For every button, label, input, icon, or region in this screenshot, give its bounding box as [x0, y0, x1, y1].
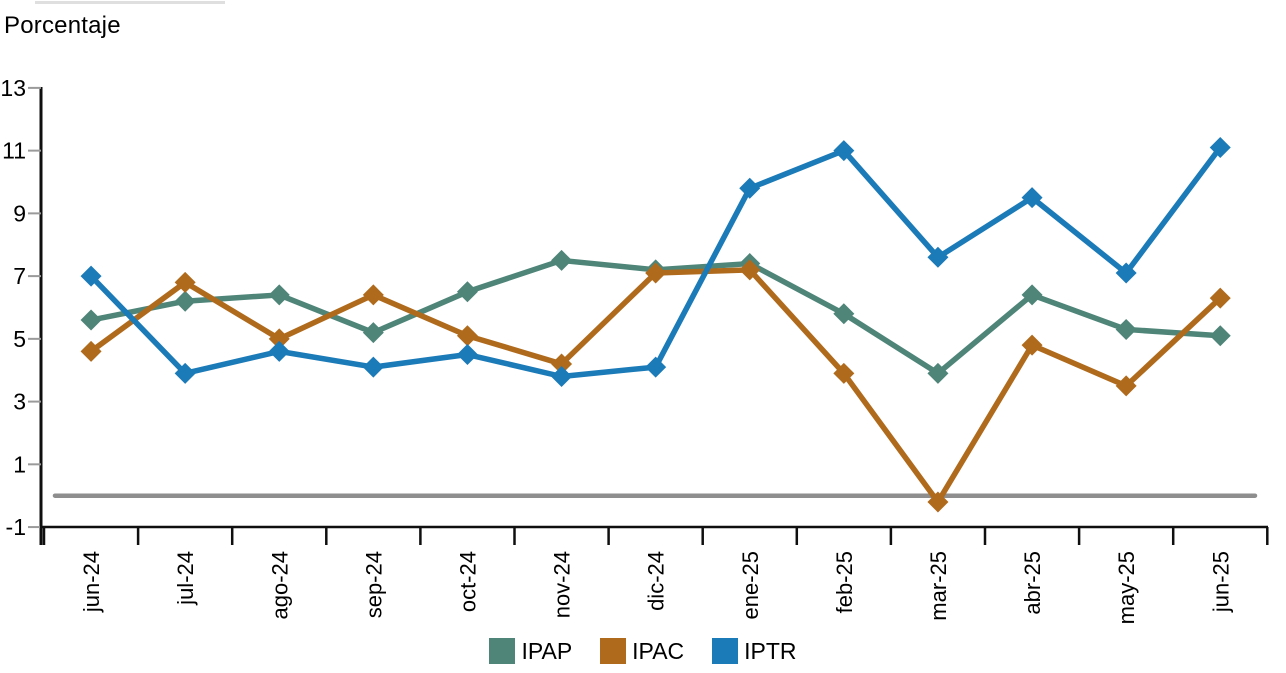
series-ipac-marker [645, 262, 667, 284]
legend-label: IPTR [744, 637, 797, 664]
series-ipac-marker [1209, 287, 1231, 309]
x-tick-label: dic-24 [644, 551, 669, 611]
series-ipac-marker [1115, 375, 1137, 397]
y-axis-ticks: 13 11 9 7 5 3 1 -1 [0, 75, 41, 540]
chart-legend: IPAP IPAC IPTR [0, 634, 1286, 668]
x-tick-label: feb-25 [832, 551, 857, 613]
y-tick-label: 7 [13, 263, 26, 289]
series-ipap-marker [833, 303, 855, 325]
x-tick-label: may-25 [1114, 551, 1139, 624]
series-ipap-marker [80, 309, 102, 331]
series-ipac-marker [739, 259, 761, 281]
series-iptr [80, 136, 1231, 387]
series-iptr-marker [927, 246, 949, 268]
y-tick-label: -1 [6, 514, 26, 540]
series-ipac-marker [362, 284, 384, 306]
cropped-text-artifact [35, 1, 225, 4]
y-tick-label: 11 [2, 138, 26, 164]
series-iptr-marker [551, 365, 573, 387]
y-axis-title: Porcentaje [4, 12, 121, 39]
x-tick-label: jun-24 [79, 551, 104, 613]
series-ipap-marker [1209, 325, 1231, 347]
series-ipac-marker [80, 340, 102, 362]
series-ipac-marker [833, 362, 855, 384]
series-iptr-marker [1021, 187, 1043, 209]
x-tick-label: jun-25 [1208, 551, 1233, 613]
x-axis-ticks [42, 527, 1269, 545]
y-tick-label: 3 [13, 389, 26, 415]
x-tick-label: mar-25 [926, 551, 951, 621]
x-tick-label: sep-24 [361, 551, 386, 618]
legend-label: IPAP [521, 637, 573, 664]
series-ipap-marker [174, 290, 196, 312]
series-ipac-marker [1021, 334, 1043, 356]
series-ipap-marker [551, 249, 573, 271]
series-ipac-marker [456, 325, 478, 347]
legend-swatch-iptr [712, 638, 739, 664]
x-axis-labels: jun-24 jul-24 ago-24 sep-24 oct-24 nov-24 dic-… [79, 551, 1233, 624]
legend-label: IPAC [632, 637, 685, 664]
series-ipap-marker [1021, 284, 1043, 306]
series-ipap-marker [362, 322, 384, 344]
legend-item-ipac: IPAC [600, 638, 684, 665]
x-tick-label: ene-25 [738, 551, 763, 620]
series-iptr-marker [456, 344, 478, 366]
series-iptr-marker [174, 362, 196, 384]
x-tick-label: oct-24 [455, 551, 480, 612]
y-tick-label: 13 [0, 75, 26, 101]
series-ipac-marker [927, 491, 949, 513]
series-ipac-marker [551, 353, 573, 375]
series-ipac-marker [174, 271, 196, 293]
y-tick-label: 9 [13, 200, 26, 226]
x-tick-label: ago-24 [267, 551, 292, 620]
series-ipap-marker [268, 284, 290, 306]
series-iptr-marker [645, 356, 667, 378]
x-tick-label: abr-25 [1020, 551, 1045, 615]
series-ipac [80, 259, 1231, 513]
series-iptr-marker [268, 340, 290, 362]
series-iptr-marker [1209, 136, 1231, 158]
x-tick-label: nov-24 [550, 551, 575, 618]
x-tick-label: jul-24 [173, 551, 198, 606]
y-tick-label: 1 [13, 451, 26, 477]
series-ipap-marker [1115, 318, 1137, 340]
line-chart: 13 11 9 7 5 3 1 -1 jun-24 jul-24 ago-24 sep-24 oct-2… [0, 75, 1269, 624]
series-iptr-marker [1115, 262, 1137, 284]
legend-swatch-ipap [489, 638, 516, 664]
y-tick-label: 5 [13, 326, 26, 352]
series-ipap-marker [927, 362, 949, 384]
series-iptr-marker [362, 356, 384, 378]
series-ipap-marker [456, 281, 478, 303]
legend-item-iptr: IPTR [712, 637, 797, 665]
legend-swatch-ipac [600, 638, 627, 664]
series-iptr-marker [833, 140, 855, 162]
series-iptr-marker [739, 177, 761, 199]
series-ipac-marker [268, 328, 290, 350]
series-iptr-marker [80, 265, 102, 287]
legend-item-ipap: IPAP [489, 638, 572, 665]
